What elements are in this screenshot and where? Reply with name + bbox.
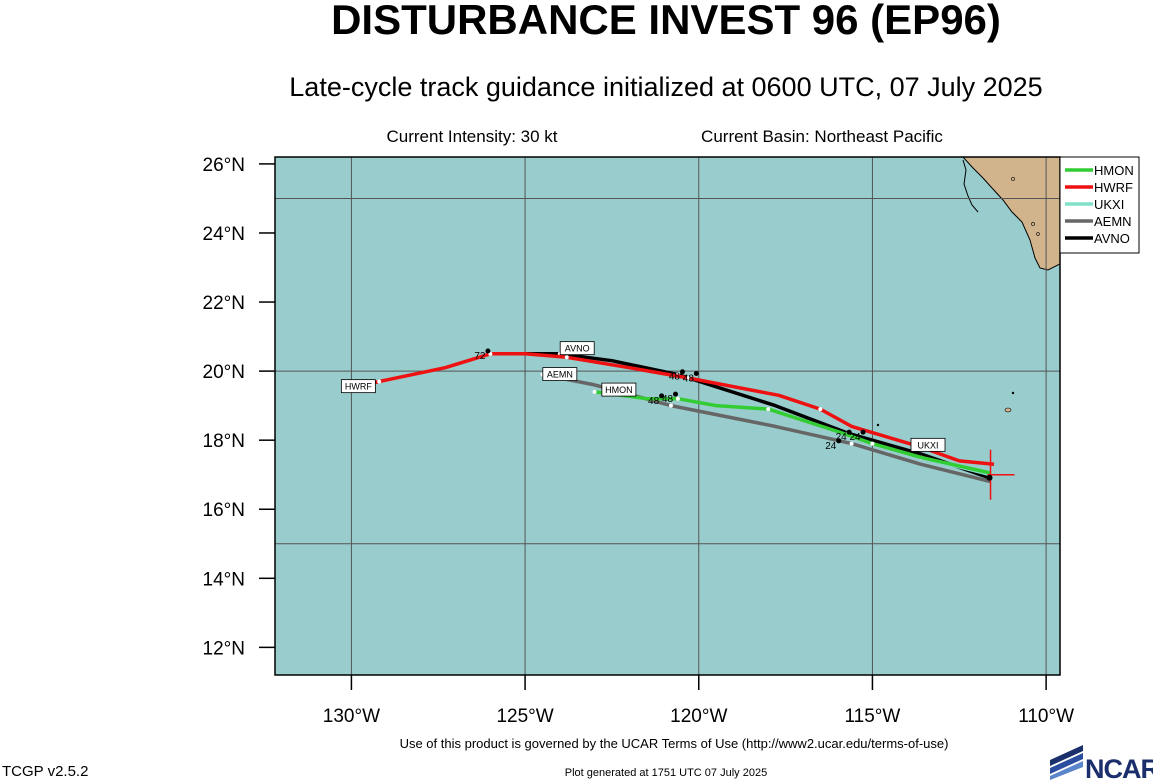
generated-timestamp: Plot generated at 1751 UTC 07 July 2025 bbox=[565, 767, 767, 779]
ncar-swoosh-icon bbox=[1050, 745, 1083, 780]
model-tag-aemn: AEMN bbox=[547, 370, 573, 380]
forecast-hour-dot bbox=[693, 370, 699, 376]
legend-item-aemn: AEMN bbox=[1094, 214, 1132, 229]
island-icon bbox=[1011, 391, 1015, 395]
forecast-hour-dot bbox=[860, 429, 866, 435]
model-tag-avno: AVNO bbox=[565, 344, 590, 354]
lat-tick-label: 18°N bbox=[203, 431, 245, 452]
track-position-marker bbox=[668, 403, 673, 408]
forecast-hour-dot bbox=[673, 391, 678, 397]
legend: HMON HWRF UKXI AEMN AVNO bbox=[1059, 156, 1140, 254]
ncar-logo: NCAR bbox=[1050, 745, 1153, 780]
track-position-marker bbox=[849, 441, 854, 446]
lon-tick-label: 115°W bbox=[845, 706, 901, 727]
legend-item-avno: AVNO bbox=[1094, 231, 1130, 246]
lat-tick-label: 26°N bbox=[203, 155, 245, 176]
lat-tick-label: 24°N bbox=[203, 224, 245, 245]
track-position-marker bbox=[592, 389, 597, 394]
current-basin: Current Basin: Northeast Pacific bbox=[701, 127, 943, 146]
forecast-hour-dot bbox=[659, 393, 665, 399]
island-icon bbox=[1036, 232, 1040, 236]
current-intensity: Current Intensity: 30 kt bbox=[386, 127, 557, 146]
model-tag-box bbox=[559, 341, 595, 356]
axis-layer: 26°N 24°N 22°N 20°N 18°N 16°N 14°N 12°N 130°W 125… bbox=[203, 155, 1075, 727]
island-icon bbox=[1011, 177, 1015, 181]
lon-tick-label: 110°W bbox=[1018, 706, 1074, 727]
track-position-marker bbox=[686, 376, 691, 381]
track-layer bbox=[350, 351, 995, 484]
legend-item-hmon: HMON bbox=[1094, 163, 1134, 178]
forecast-hour-label: 24 bbox=[825, 441, 837, 452]
model-tag-hwrf: HWRF bbox=[345, 382, 372, 392]
forecast-hour-label: 24 bbox=[850, 432, 862, 443]
track-position-marker bbox=[377, 379, 382, 384]
lat-tick-label: 16°N bbox=[203, 500, 245, 521]
forecast-hour-label: 48 bbox=[662, 394, 674, 405]
model-tag-ukxi: UKXI bbox=[918, 440, 939, 450]
model-tag-box bbox=[340, 379, 376, 394]
forecast-hour-dot bbox=[679, 369, 685, 375]
track-position-marker bbox=[564, 355, 569, 360]
lon-tick-label: 130°W bbox=[323, 706, 380, 727]
lon-tick-label: 125°W bbox=[496, 706, 553, 727]
track-aemn bbox=[542, 372, 991, 484]
island-icon bbox=[1004, 407, 1012, 413]
model-tag-box bbox=[601, 382, 637, 397]
baja-california-land bbox=[962, 157, 1060, 271]
island-icon bbox=[876, 423, 880, 427]
lat-tick-label: 12°N bbox=[203, 638, 245, 659]
plot-title: DISTURBANCE INVEST 96 (EP96) bbox=[331, 0, 1001, 43]
model-tag-hmon: HMON bbox=[605, 385, 633, 395]
track-position-marker bbox=[870, 441, 875, 446]
island-icon bbox=[1031, 222, 1035, 226]
legend-item-ukxi: UKXI bbox=[1094, 197, 1124, 212]
forecast-hour-label: 48 bbox=[669, 372, 681, 383]
map-frame bbox=[274, 156, 1061, 676]
lat-tick-label: 14°N bbox=[203, 569, 245, 590]
forecast-hour-dot bbox=[846, 429, 852, 435]
forecast-hour-dot bbox=[836, 438, 842, 444]
forecast-hour-label: 24 bbox=[836, 432, 848, 443]
version-label: TCGP v2.5.2 bbox=[2, 763, 88, 780]
lat-tick-label: 20°N bbox=[203, 362, 245, 383]
track-position-marker bbox=[818, 407, 823, 412]
plot-subtitle: Late-cycle track guidance initialized at… bbox=[289, 72, 1042, 102]
model-tag-box bbox=[542, 367, 578, 381]
ncar-logo-text: NCAR bbox=[1085, 754, 1153, 780]
legend-item-hwrf: HWRF bbox=[1094, 180, 1133, 195]
track-position-marker bbox=[675, 396, 680, 401]
track-position-marker bbox=[766, 407, 771, 412]
baja-pacific-coast bbox=[962, 159, 979, 213]
ocean bbox=[275, 157, 1060, 675]
lat-tick-label: 22°N bbox=[203, 293, 245, 314]
land-layer bbox=[876, 157, 1060, 427]
forecast-hour-dot bbox=[485, 348, 491, 354]
forecast-hour-label: 72 bbox=[474, 351, 486, 362]
terms-of-use: Use of this product is governed by the U… bbox=[400, 736, 949, 751]
current-position-icon bbox=[986, 449, 1015, 500]
track-hwrf bbox=[350, 352, 995, 467]
forecast-hour-label: 48 bbox=[648, 396, 660, 407]
lon-tick-label: 120°W bbox=[670, 706, 727, 727]
forecast-hour-label: 48 bbox=[683, 373, 695, 384]
model-tag-box bbox=[910, 437, 946, 452]
